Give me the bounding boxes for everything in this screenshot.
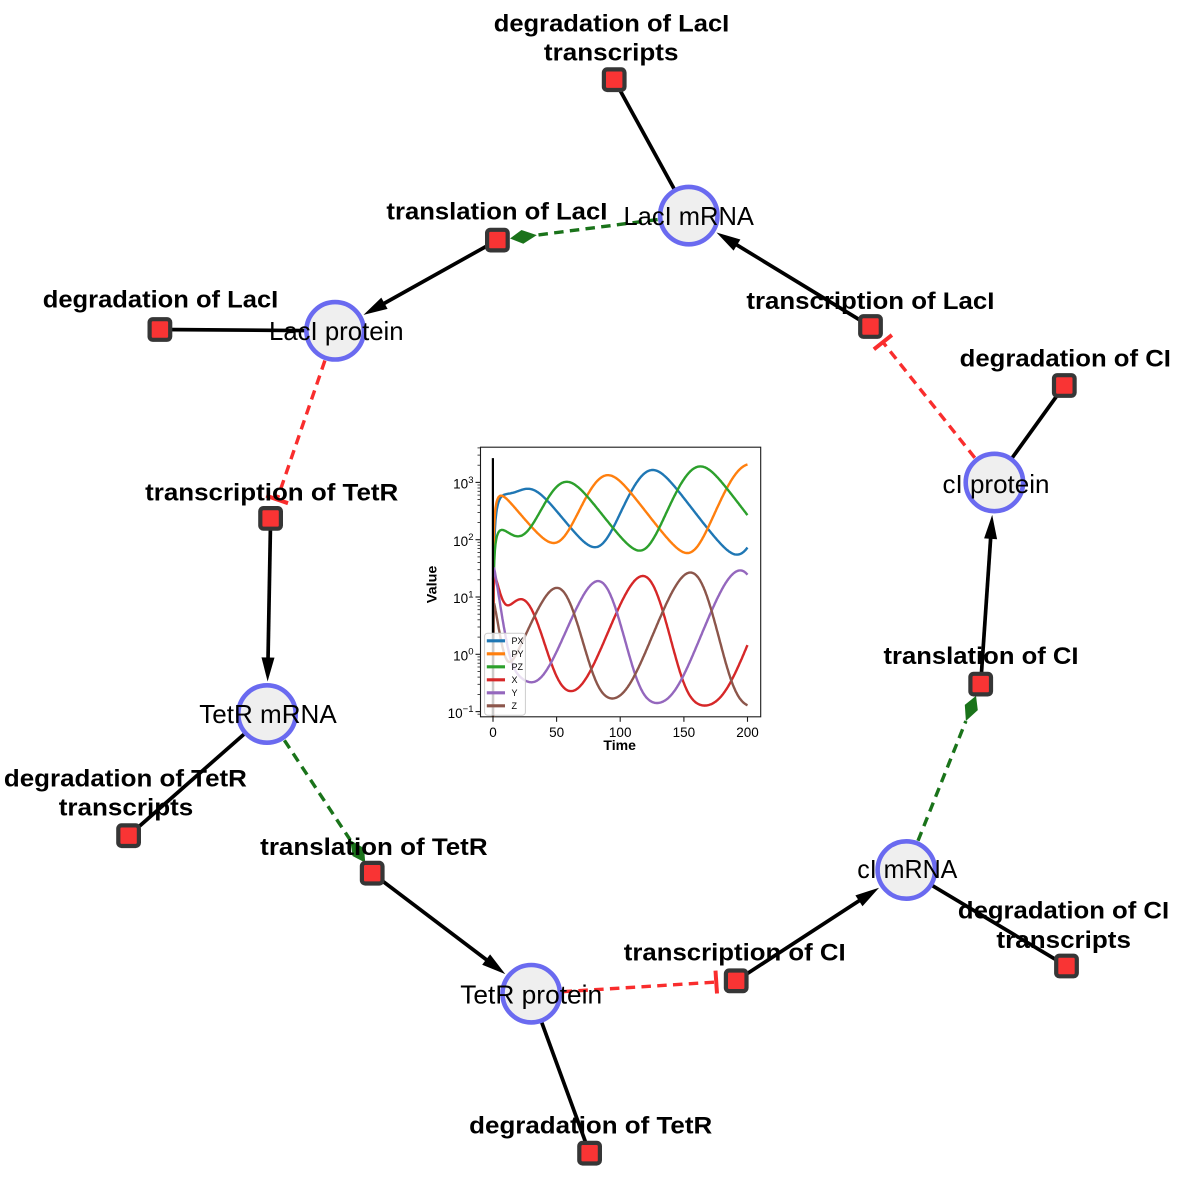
svg-text:degradation of CI: degradation of CI — [960, 346, 1171, 373]
svg-text:X: X — [512, 675, 518, 685]
svg-text:10−1: 10−1 — [448, 704, 474, 721]
svg-text:150: 150 — [673, 725, 696, 740]
svg-text:cI mRNA: cI mRNA — [857, 854, 958, 884]
svg-text:transcription of TetR: transcription of TetR — [145, 480, 398, 507]
svg-text:translation of LacI: translation of LacI — [386, 199, 607, 226]
svg-text:101: 101 — [453, 589, 473, 606]
svg-text:degradation of TetR: degradation of TetR — [4, 766, 247, 793]
svg-text:PZ: PZ — [512, 662, 524, 672]
svg-text:PX: PX — [512, 636, 524, 646]
svg-text:degradation of TetR: degradation of TetR — [469, 1113, 712, 1140]
svg-text:cI protein: cI protein — [943, 469, 1050, 499]
svg-text:TetR protein: TetR protein — [460, 979, 602, 1009]
svg-text:LacI mRNA: LacI mRNA — [624, 201, 755, 231]
svg-text:103: 103 — [453, 475, 473, 492]
svg-text:Value: Value — [425, 565, 440, 603]
svg-text:200: 200 — [736, 725, 759, 740]
svg-text:transcripts: transcripts — [996, 927, 1131, 954]
svg-text:Time: Time — [603, 738, 636, 753]
svg-text:translation of CI: translation of CI — [884, 643, 1079, 670]
svg-text:Z: Z — [512, 701, 518, 711]
svg-text:degradation of LacI: degradation of LacI — [43, 287, 279, 314]
svg-text:degradation of LacI: degradation of LacI — [494, 11, 730, 38]
svg-text:transcripts: transcripts — [544, 40, 679, 67]
svg-text:0: 0 — [489, 725, 497, 740]
svg-text:100: 100 — [453, 647, 473, 664]
svg-text:transcription of CI: transcription of CI — [624, 940, 846, 967]
svg-text:Y: Y — [512, 688, 518, 698]
svg-text:degradation of CI: degradation of CI — [958, 898, 1169, 925]
svg-text:100: 100 — [609, 725, 632, 740]
svg-text:translation of TetR: translation of TetR — [260, 834, 487, 861]
svg-text:TetR mRNA: TetR mRNA — [199, 699, 337, 729]
svg-text:LacI protein: LacI protein — [269, 316, 404, 346]
svg-text:PY: PY — [512, 649, 524, 659]
svg-text:transcription of LacI: transcription of LacI — [746, 288, 994, 315]
svg-text:102: 102 — [453, 532, 473, 549]
svg-text:50: 50 — [549, 725, 564, 740]
svg-text:transcripts: transcripts — [59, 795, 194, 822]
